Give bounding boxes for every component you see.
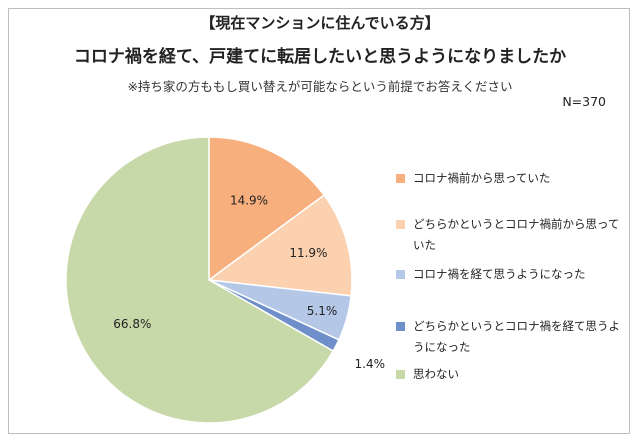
legend-swatch-4 [396, 322, 405, 331]
legend-label-3: コロナ禍を経て思うようになった [413, 267, 586, 281]
legend-label-2: どちらかというとコロナ禍前から思っていた [413, 217, 620, 252]
legend-swatch-5 [396, 370, 405, 379]
legend-swatch-3 [396, 270, 405, 279]
legend-item-5: 思わない [396, 364, 620, 385]
slice-value-label-3: 5.1% [307, 304, 338, 318]
chart-title: コロナ禍を経て、戸建てに転居したいと思うようになりましたか [73, 47, 567, 67]
legend-item-4: どちらかというとコロナ禍を経て思うようになった [396, 316, 620, 358]
legend-item-2: どちらかというとコロナ禍前から思っていた [396, 214, 620, 256]
sample-size: N=370 [562, 94, 606, 109]
legend-item-1: コロナ禍前から思っていた [396, 168, 620, 189]
slice-value-label-5: 66.8% [113, 317, 151, 331]
legend-item-3: コロナ禍を経て思うようになった [396, 264, 620, 285]
pie-slice-2 [207, 194, 353, 297]
legend-swatch-2 [396, 220, 405, 229]
chart-title-bracket: 【現在マンションに住んでいる方】 [200, 14, 440, 32]
slice-value-label-2: 11.9% [289, 246, 327, 260]
chart-note: ※持ち家の方ももし買い替えが可能ならという前提でお答えください [127, 79, 513, 94]
legend-label-5: 思わない [413, 367, 459, 381]
pie-slice-1 [208, 136, 326, 282]
pie-slice-5 [65, 136, 335, 424]
slice-value-label-4: 1.4% [355, 357, 386, 371]
slice-value-label-1: 14.9% [230, 193, 268, 207]
legend-swatch-1 [396, 174, 405, 183]
legend-label-1: コロナ禍前から思っていた [413, 171, 551, 185]
legend-label-4: どちらかというとコロナ禍を経て思うようになった [413, 319, 620, 354]
